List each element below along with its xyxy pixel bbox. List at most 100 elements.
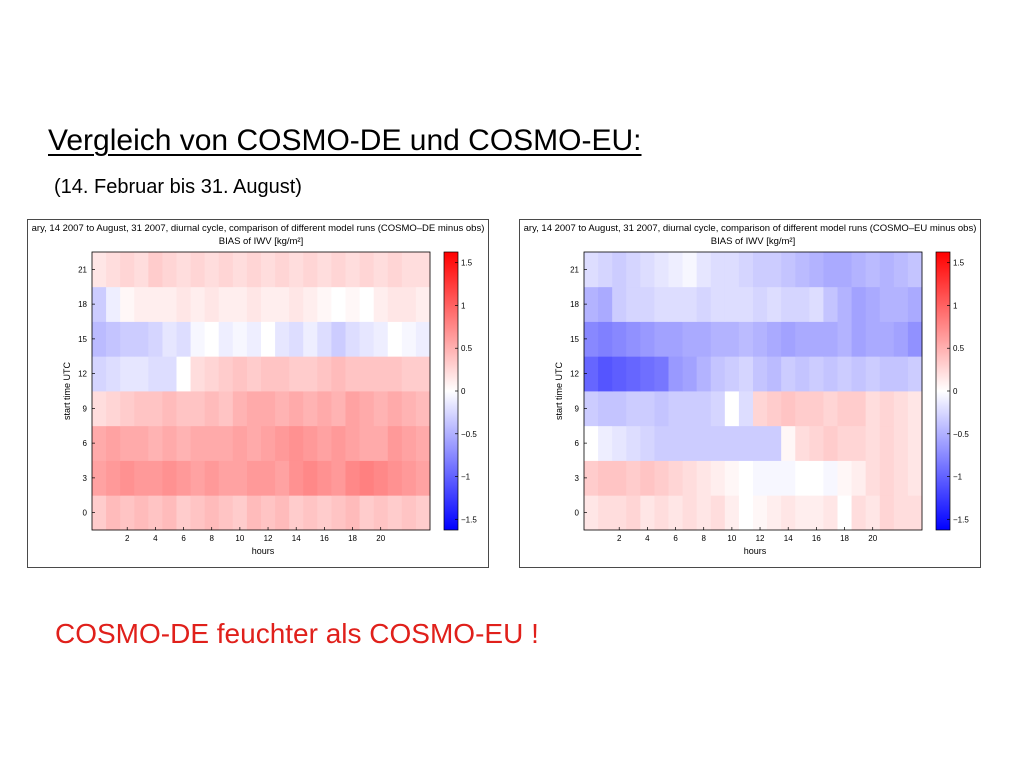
heatmap-cell (120, 252, 135, 288)
x-tick-label: 14 (292, 534, 301, 543)
heatmap-cell (767, 425, 782, 461)
heatmap-cell (373, 460, 389, 496)
heatmap-cell (303, 391, 318, 427)
colorbar-tick-label: 1 (461, 301, 466, 310)
heatmap-cell (289, 495, 304, 531)
heatmap-cell (134, 391, 149, 427)
heatmap-cell (162, 425, 177, 461)
heatmap-cell (640, 460, 655, 496)
heatmap-cell (893, 425, 909, 461)
colorbar-tick-label: −1.5 (953, 515, 969, 524)
heatmap-cell (176, 252, 191, 288)
heatmap-cell (317, 356, 332, 392)
heatmap-cell (738, 495, 754, 531)
heatmap-cell (190, 286, 206, 322)
heatmap-cell (303, 286, 318, 322)
heatmap-svg: ary, 14 2007 to August, 31 2007, diurnal… (524, 223, 977, 556)
heatmap-cell (738, 425, 754, 461)
heatmap-cell (303, 460, 318, 496)
heatmap-cell (668, 252, 683, 288)
heatmap-cell (907, 252, 923, 288)
heatmap-cell (781, 321, 796, 357)
heatmap-cell (359, 286, 375, 322)
heatmap-cell (261, 286, 276, 322)
heatmap-cell (190, 460, 206, 496)
heatmap-cell (162, 460, 177, 496)
heatmap-cell (190, 321, 206, 357)
heatmap-cell (204, 252, 220, 288)
heatmap-cell (724, 252, 740, 288)
y-tick-label: 15 (570, 335, 579, 344)
heatmap-cell (204, 460, 220, 496)
heatmap-cell (865, 286, 881, 322)
heatmap-cell (809, 356, 824, 392)
heatmap-cell (584, 356, 599, 392)
heatmap-cell (317, 391, 332, 427)
heatmap-cell (359, 356, 375, 392)
y-axis-label: start time UTC (554, 362, 564, 421)
heatmap-cell (668, 356, 683, 392)
colorbar-tick-label: −1.5 (461, 515, 477, 524)
heatmap-cell (246, 391, 262, 427)
chart-title: ary, 14 2007 to August, 31 2007, diurnal… (32, 223, 485, 234)
heatmap-cell (401, 460, 417, 496)
heatmap-cell (345, 356, 360, 392)
y-tick-label: 15 (78, 335, 87, 344)
heatmap-cell (865, 460, 881, 496)
heatmap-cell (710, 460, 726, 496)
heatmap-cell (92, 356, 107, 392)
heatmap-cell (781, 286, 796, 322)
heatmap-cell (696, 425, 712, 461)
heatmap-cell (598, 425, 613, 461)
colorbar-tick-label: −0.5 (953, 430, 969, 439)
heatmap-cell (176, 356, 191, 392)
heatmap-cell (204, 286, 220, 322)
heatmap-cell (387, 425, 403, 461)
heatmap-cell (781, 356, 796, 392)
heatmap-cell (359, 495, 375, 531)
heatmap-cell (387, 321, 403, 357)
figure-cosmo-de: ary, 14 2007 to August, 31 2007, diurnal… (27, 219, 489, 568)
heatmap-cell (275, 356, 290, 392)
heatmap-cell (120, 495, 135, 531)
heatmap-cell (781, 495, 796, 531)
heatmap-cell (303, 425, 318, 461)
y-tick-label: 0 (83, 509, 88, 518)
heatmap-cell (767, 321, 782, 357)
heatmap-cell (401, 495, 417, 531)
x-tick-label: 8 (209, 534, 214, 543)
heatmap-cell (767, 495, 782, 531)
heatmap-cell (668, 321, 683, 357)
heatmap-cell (724, 321, 740, 357)
heatmap-cell (598, 286, 613, 322)
heatmap-cell (373, 391, 389, 427)
heatmap-cell (106, 286, 121, 322)
heatmap-cell (724, 286, 740, 322)
heatmap-cell (415, 495, 431, 531)
slide-title: Vergleich von COSMO-DE und COSMO-EU: (48, 124, 642, 157)
heatmap-cell (232, 356, 248, 392)
heatmap-svg: ary, 14 2007 to August, 31 2007, diurnal… (32, 223, 485, 556)
heatmap-cell (682, 495, 698, 531)
heatmap-cell (106, 460, 121, 496)
heatmap-cell (275, 321, 290, 357)
heatmap-cell (317, 495, 332, 531)
x-axis-label: hours (252, 546, 275, 556)
heatmap-cell (106, 252, 121, 288)
heatmap-cell (387, 391, 403, 427)
heatmap-cell (317, 460, 332, 496)
heatmap-cell (246, 495, 262, 531)
heatmap-cell (317, 321, 332, 357)
heatmap-cell (261, 495, 276, 531)
heatmap-cell (738, 286, 754, 322)
chart-subtitle: BIAS of IWV [kg/m²] (711, 236, 795, 247)
heatmap-cell (176, 321, 191, 357)
heatmap-cell (303, 321, 318, 357)
heatmap-cell (415, 460, 431, 496)
heatmap-cell (907, 460, 923, 496)
heatmap-cell (289, 356, 304, 392)
heatmap-cell (809, 425, 824, 461)
heatmap-cell (303, 252, 318, 288)
colorbar-tick-label: −0.5 (461, 430, 477, 439)
heatmap-cell (809, 460, 824, 496)
